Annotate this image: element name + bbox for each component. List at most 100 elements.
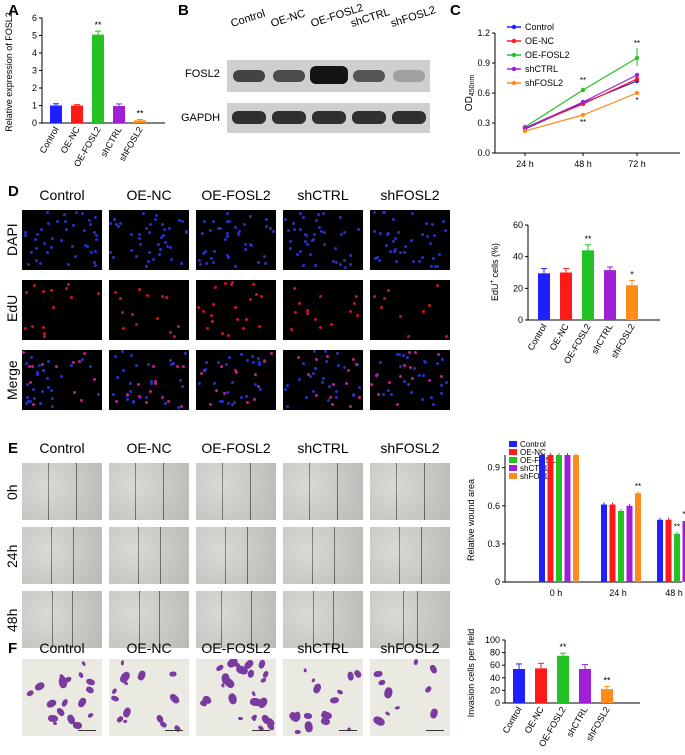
row-label-edu: EdU — [4, 294, 20, 322]
series-point — [634, 72, 640, 78]
nucleus-dot — [224, 238, 228, 242]
nucleus-dot — [245, 401, 249, 404]
nucleus-dot — [234, 305, 238, 309]
nucleus-dot — [165, 295, 169, 299]
nucleus-dot — [288, 239, 292, 243]
nucleus-dot — [152, 258, 156, 262]
wound-edge-line — [163, 463, 164, 520]
nucleus-dot — [291, 221, 295, 225]
wound-edge-line — [139, 591, 140, 648]
nucleus-dot — [355, 313, 359, 317]
y-tick-label: 20 — [490, 685, 500, 695]
y-tick-label: 0 — [518, 315, 523, 325]
nucleus-dot — [407, 335, 410, 339]
nucleus-dot — [333, 247, 337, 251]
invading-cell — [222, 675, 236, 689]
wound-edge-line — [309, 463, 310, 520]
nucleus-dot — [27, 364, 31, 368]
micrograph-merge-oe-nc — [109, 350, 189, 410]
nucleus-dot — [380, 305, 384, 309]
y-tick-label: 100 — [485, 635, 500, 645]
invading-cell — [215, 663, 225, 673]
blot-band-gapdh — [352, 111, 386, 124]
bar-oe-fosl2 — [92, 34, 104, 123]
wound-edge-line — [159, 591, 160, 648]
nucleus-dot — [340, 233, 344, 237]
x-tick-label: Control — [501, 705, 524, 735]
nucleus-dot — [70, 245, 74, 249]
nucleus-dot — [428, 241, 432, 245]
nucleus-dot — [343, 230, 347, 234]
nucleus-dot — [285, 384, 289, 388]
nucleus-dot — [157, 252, 161, 256]
invading-cell — [72, 721, 83, 729]
micrograph-merge-control — [22, 350, 102, 410]
nucleus-dot — [210, 256, 214, 260]
column-header-shctrl: shCTRL — [297, 187, 349, 203]
y-tick-label: 40 — [513, 252, 523, 262]
nucleus-dot — [432, 256, 436, 260]
wound-edge-line — [424, 463, 425, 520]
invading-cell — [121, 706, 132, 719]
panel-e-bar-chart: 0 0.3 0.6 0.9 Relative wound area ControlOE-N… — [466, 440, 685, 598]
invading-cell — [136, 669, 147, 682]
nucleus-dot — [43, 331, 47, 335]
nucleus-dot — [254, 372, 258, 376]
texture-overlay — [109, 591, 189, 648]
nucleus-dot — [121, 350, 125, 354]
nucleus-dot — [321, 381, 325, 385]
nucleus-dot — [51, 405, 55, 409]
nucleus-dot — [250, 354, 254, 358]
micrograph-edu-oe-nc — [109, 280, 189, 340]
nucleus-dot — [226, 212, 230, 216]
nucleus-dot — [224, 282, 228, 286]
invading-cell — [86, 711, 95, 720]
invading-cell — [120, 660, 125, 666]
micrograph-field-oe-fosl2 — [196, 659, 276, 736]
nucleus-dot — [45, 377, 49, 381]
nucleus-dot — [384, 243, 388, 247]
nucleus-dot — [402, 353, 406, 357]
nucleus-dot — [397, 231, 401, 235]
nucleus-dot — [59, 375, 63, 379]
panel-label-a: A — [8, 2, 19, 19]
bar-shctrl — [604, 270, 616, 320]
invading-cell — [294, 712, 301, 721]
nucleus-dot — [311, 390, 315, 394]
nucleus-dot — [134, 254, 138, 258]
bar-shfosl2 — [134, 120, 146, 123]
nucleus-dot — [354, 363, 358, 367]
nucleus-dot — [437, 252, 441, 256]
nucleus-dot — [83, 352, 87, 356]
nucleus-dot — [35, 370, 39, 374]
nucleus-dot — [294, 310, 298, 314]
nucleus-dot — [309, 374, 313, 378]
y-tick-label: 60 — [513, 220, 523, 230]
scale-bar — [426, 730, 444, 731]
nucleus-dot — [437, 353, 441, 357]
nucleus-dot — [373, 229, 377, 233]
nucleus-dot — [168, 245, 172, 249]
nucleus-dot — [167, 400, 171, 404]
bar-shctrl — [682, 521, 685, 582]
micrograph-dapi-shfosl2 — [370, 210, 450, 270]
nucleus-dot — [425, 221, 429, 225]
micrograph-dapi-control — [22, 210, 102, 270]
nucleus-dot — [254, 292, 258, 296]
blot-band-gapdh — [312, 111, 346, 124]
micrograph-24h-oe-nc — [109, 527, 189, 584]
column-header-shctrl: shCTRL — [297, 440, 349, 456]
blot-band-gapdh — [232, 111, 266, 124]
nucleus-dot — [443, 229, 447, 233]
y-tick-label: 2 — [32, 83, 37, 93]
nucleus-dot — [40, 363, 44, 367]
nucleus-dot — [342, 366, 346, 370]
nucleus-dot — [297, 355, 301, 359]
invading-cell — [26, 689, 35, 698]
nucleus-dot — [214, 285, 218, 289]
micrograph-edu-oe-fosl2 — [196, 280, 276, 340]
nucleus-dot — [229, 283, 233, 287]
nucleus-dot — [205, 326, 209, 330]
nucleus-dot — [173, 334, 177, 338]
micrograph-48h-shctrl — [283, 591, 363, 648]
